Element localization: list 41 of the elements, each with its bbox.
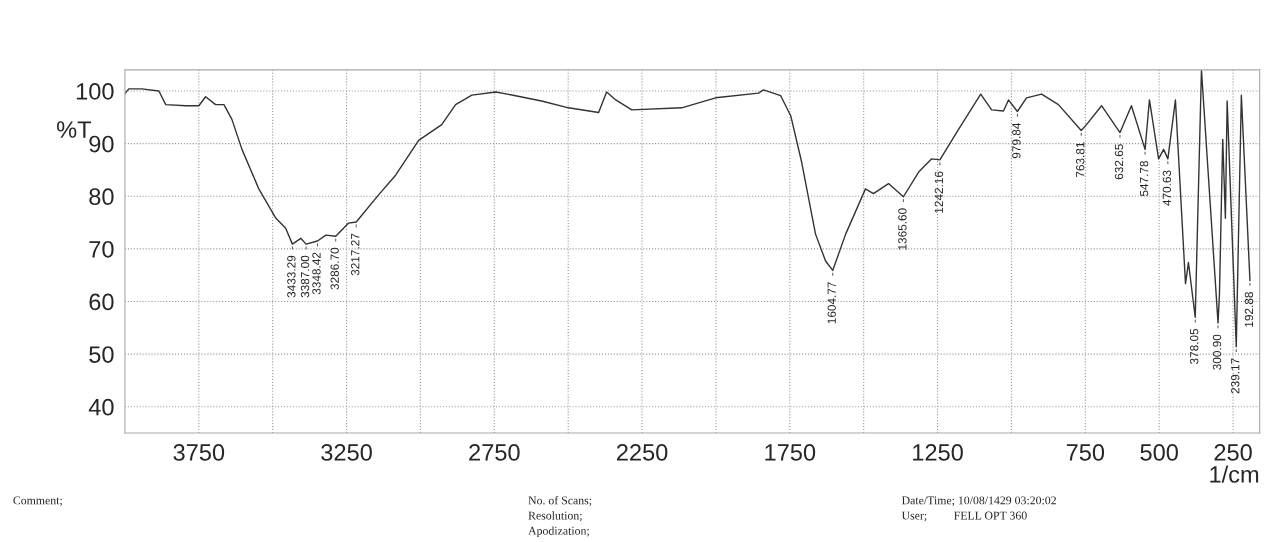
x-tick-label: 3750 bbox=[173, 444, 225, 461]
annotation: 3387.00 bbox=[300, 255, 310, 298]
x-tick-label: 3250 bbox=[321, 444, 372, 461]
y-axis-title: %T bbox=[57, 121, 92, 138]
text: No. of Scans; bbox=[528, 495, 592, 507]
text: User; FELL OPT 360 bbox=[901, 511, 1027, 522]
annotation: 300.90 bbox=[1212, 334, 1222, 370]
annotation: 547.78 bbox=[1139, 161, 1149, 197]
annotation: 1604.77 bbox=[827, 282, 836, 324]
annotation: 632.65 bbox=[1114, 144, 1124, 180]
annotation: 3286.70 bbox=[330, 247, 339, 290]
y-tick-label: 90 bbox=[89, 135, 114, 153]
annotation: 3217.27 bbox=[351, 233, 360, 276]
y-tick-label: 100 bbox=[76, 83, 114, 100]
annotation: 763.81 bbox=[1076, 142, 1085, 178]
x-tick-label: 2750 bbox=[469, 444, 520, 461]
annotation: 192.88 bbox=[1244, 292, 1254, 327]
annotation: 3348.42 bbox=[312, 252, 321, 295]
y-tick-label: 50 bbox=[89, 346, 114, 363]
y-tick-label: 60 bbox=[89, 293, 114, 311]
annotation: 239.17 bbox=[1231, 358, 1240, 394]
annotation: 979.84 bbox=[1012, 122, 1021, 159]
y-tick-label: 80 bbox=[89, 188, 114, 206]
annotation: 1242.16 bbox=[934, 171, 944, 213]
y-tick-label: 70 bbox=[89, 240, 114, 258]
text: Resolution; bbox=[528, 511, 582, 522]
x-tick-label: 500 bbox=[1140, 444, 1178, 461]
x-tick-label: 1250 bbox=[913, 444, 963, 461]
annotation: 1365.60 bbox=[898, 208, 907, 250]
text: Apodization; bbox=[528, 526, 589, 538]
x-tick-label: 2250 bbox=[616, 444, 668, 461]
annotation: 470.63 bbox=[1162, 170, 1172, 206]
annotation: 378.05 bbox=[1190, 328, 1199, 365]
y-tick-label: 40 bbox=[88, 398, 114, 416]
x-tick-label: 250 bbox=[1214, 444, 1252, 461]
x-axis-title: 1/cm bbox=[1210, 465, 1259, 483]
text: Date/Time; 10/08/1429 03:20:02 bbox=[901, 496, 1056, 507]
annotation: 3433.29 bbox=[287, 255, 296, 298]
x-tick-label: 1750 bbox=[765, 444, 816, 461]
x-tick-label: 750 bbox=[1066, 444, 1105, 461]
text: Comment; bbox=[13, 496, 62, 507]
